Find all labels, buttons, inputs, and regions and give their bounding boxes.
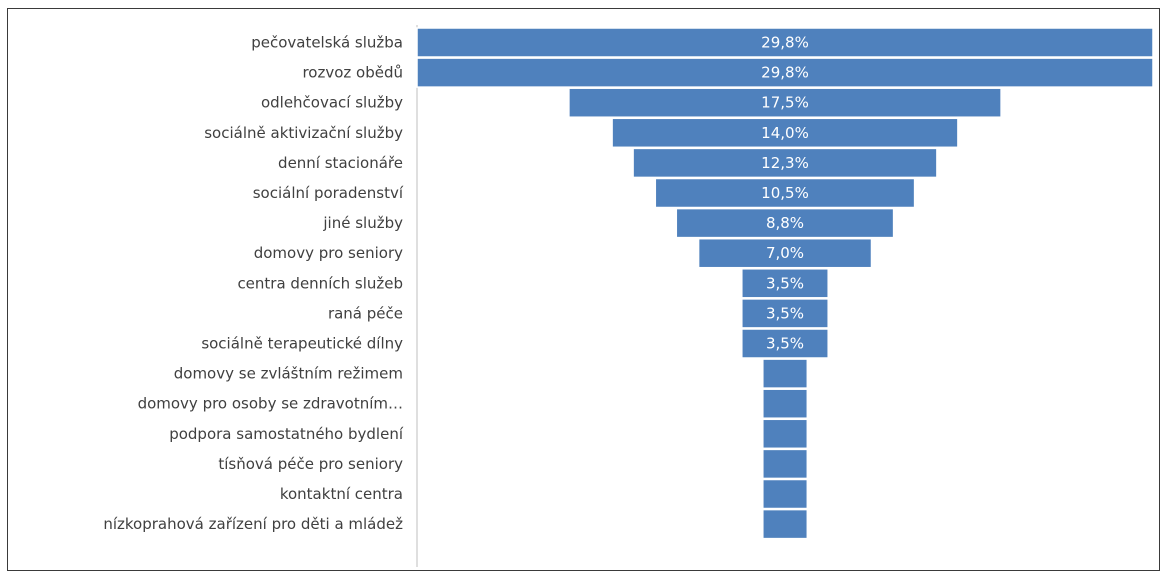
bar-0 [416,27,1154,58]
category-label-9: raná péče [328,304,403,322]
category-label-7: domovy pro seniory [254,244,403,262]
data-label-5: 10,5% [761,184,809,202]
bar-12 [762,388,809,419]
bar-8 [741,268,829,299]
bar-3 [611,117,959,149]
data-label-10: 3,5% [766,335,804,353]
category-label-6: jiné služby [322,214,403,232]
bar-6 [675,207,895,239]
category-label-15: kontaktní centra [280,485,403,503]
category-label-16: nízkoprahová zařízení pro děti a mládež [103,515,403,533]
bar-10 [741,328,829,359]
bar-14 [762,448,809,480]
data-label-3: 14,0% [761,124,809,142]
bar-2 [568,87,1002,118]
category-label-5: sociální poradenství [253,184,404,202]
data-label-1: 29,8% [761,64,809,82]
category-label-8: centra denních služeb [237,274,403,292]
category-label-10: sociálně terapeutické dílny [201,335,403,353]
bar-1 [416,57,1154,88]
bar-4 [632,147,938,179]
bar-13 [762,418,809,450]
category-label-3: sociálně aktivizační služby [204,124,403,142]
data-label-2: 17,5% [761,94,809,112]
bar-11 [762,358,809,389]
category-label-4: denní stacionáře [278,154,403,172]
category-label-12: domovy pro osoby se zdravotním… [138,395,403,413]
category-label-11: domovy se zvláštním režimem [174,365,403,383]
data-label-4: 12,3% [761,154,809,172]
bar-16 [762,508,809,540]
data-label-6: 8,8% [766,214,804,232]
category-label-2: odlehčovací služby [261,94,403,112]
bar-5 [654,177,916,209]
data-label-8: 3,5% [766,274,804,292]
data-label-9: 3,5% [766,304,804,322]
bars-group: pečovatelská služba 29,8% rozvoz obědů 29,8… [103,27,1154,540]
bar-15 [762,478,809,510]
category-label-13: podpora samostatného bydlení [169,425,404,443]
data-label-7: 7,0% [766,244,804,262]
category-label-0: pečovatelská služba [251,34,403,52]
bar-7 [697,237,873,269]
category-label-14: tísňová péče pro seniory [218,455,403,473]
data-label-0: 29,8% [761,34,809,52]
category-label-1: rozvoz obědů [302,64,403,82]
bar-9 [741,298,829,329]
